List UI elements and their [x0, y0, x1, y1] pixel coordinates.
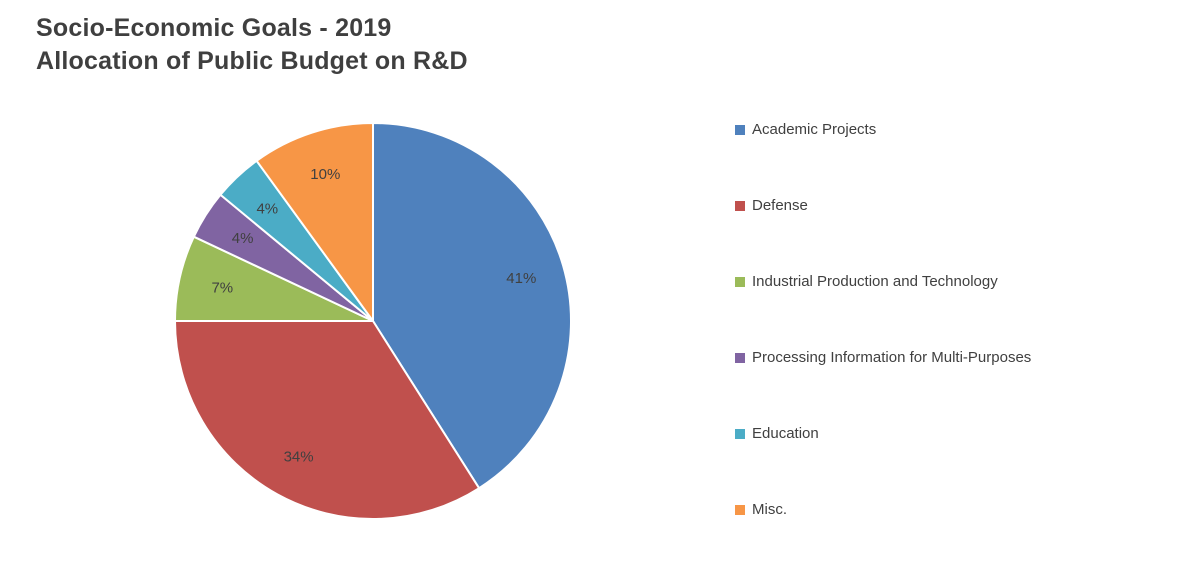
pie-slice-percent-label: 10%	[310, 166, 340, 183]
legend-item-industrial-production-and-technology: Industrial Production and Technology	[735, 273, 1031, 290]
chart-title-line1: Socio-Economic Goals - 2019	[36, 14, 392, 42]
chart-legend: Academic Projects Defense Industrial Produ…	[735, 121, 1031, 518]
pie-slice-percent-label: 4%	[232, 230, 254, 247]
legend-item-education: Education	[735, 425, 1031, 442]
legend-item-academic-projects: Academic Projects	[735, 121, 1031, 138]
legend-item-defense: Defense	[735, 197, 1031, 214]
legend-marker-icon	[735, 124, 745, 135]
legend-label: Misc.	[752, 501, 787, 518]
legend-marker-icon	[735, 276, 745, 287]
legend-marker-icon	[735, 352, 745, 363]
chart-title: Socio-Economic Goals - 2019 Allocation o…	[36, 12, 468, 78]
legend-item-processing-information-for-multi-purposes: Processing Information for Multi-Purpose…	[735, 349, 1031, 366]
chart-title-line2: Allocation of Public Budget on R&D	[36, 47, 468, 75]
pie-chart: 41% 34% 7% 4%4% 10%	[174, 122, 572, 520]
legend-marker-icon	[735, 200, 745, 211]
pie-slice-academic-projects	[372, 122, 572, 490]
pie-slice-defense	[174, 320, 481, 520]
legend-item-misc: Misc.	[735, 501, 1031, 518]
legend-label: Processing Information for Multi-Purpose…	[752, 349, 1032, 366]
pie-slice-misc	[255, 122, 374, 322]
pie-slice-percent-label: 4%	[256, 200, 278, 217]
legend-marker-icon	[735, 428, 745, 439]
legend-label: Education	[752, 425, 819, 442]
legend-marker-icon	[735, 504, 745, 515]
legend-label: Industrial Production and Technology	[752, 273, 998, 290]
legend-label: Academic Projects	[752, 121, 877, 138]
pie-slice-percent-label: 41%	[506, 270, 536, 287]
pie-slice-percent-label: 34%	[284, 448, 314, 465]
legend-label: Defense	[752, 197, 808, 214]
pie-slice-percent-label: 7%	[211, 279, 233, 296]
